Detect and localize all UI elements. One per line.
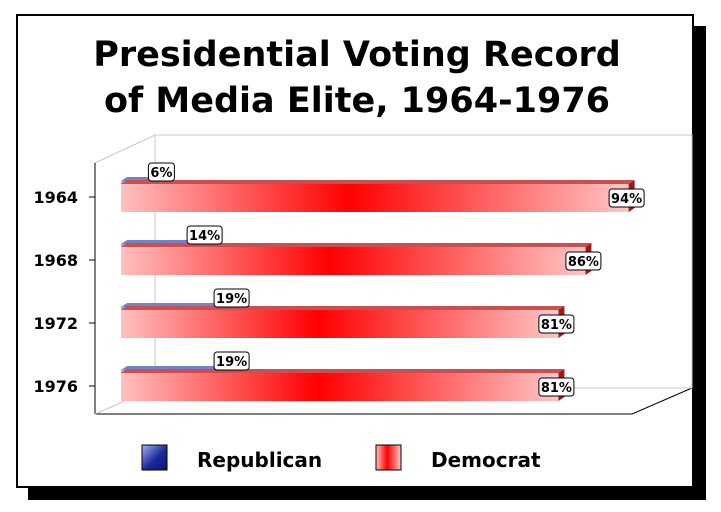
data-label-republican-1968-text: 14% [189, 229, 220, 244]
y-tick-label: 1976 [33, 377, 78, 396]
bar-democrat-1968-top [121, 243, 592, 247]
bar-democrat-1968 [121, 243, 592, 275]
data-label-democrat-1976: 81% [538, 377, 575, 397]
data-label-republican-1964-text: 6% [150, 166, 172, 181]
data-label-democrat-1972: 81% [538, 314, 575, 334]
bar-democrat-1972-top [121, 306, 565, 310]
legend-item-republican: Republican [141, 444, 322, 472]
data-label-democrat-1964-text: 94% [611, 192, 642, 207]
legend-item-democrat: Democrat [375, 444, 541, 472]
data-label-democrat-1976-text: 81% [541, 381, 572, 396]
data-label-republican-1972-box [213, 288, 250, 308]
legend: Republican Democrat [141, 444, 541, 472]
bar-democrat-1976 [121, 369, 565, 401]
bar-democrat-1972-face [121, 310, 559, 338]
data-label-democrat-1964: 94% [608, 188, 645, 208]
legend-label-republican: Republican [197, 448, 322, 472]
bars: 6% 94% 14% 86% 19% 81% 19% 81% [121, 162, 645, 401]
bar-democrat-1976-face [121, 373, 559, 401]
bar-democrat-1968-face [121, 247, 586, 275]
data-label-democrat-1976-box [538, 377, 575, 397]
data-label-republican-1976-box [213, 351, 250, 371]
data-label-republican-1964: 6% [147, 162, 175, 182]
data-label-democrat-1968-text: 86% [568, 255, 599, 270]
chart-title-line-2: of Media Elite, 1964-1976 [104, 81, 610, 121]
y-axis-ticks: 1964 1968 1972 1976 [33, 188, 95, 396]
y-tick-label: 1968 [33, 251, 78, 270]
bar-democrat-1976-top [121, 369, 565, 373]
data-label-democrat-1968: 86% [565, 251, 602, 271]
bar-democrat-1964-face [121, 184, 629, 212]
data-label-democrat-1964-box [608, 188, 645, 208]
data-label-democrat-1968-box [565, 251, 602, 271]
y-tick-label: 1972 [33, 314, 78, 333]
bar-democrat-1964 [121, 180, 635, 212]
data-label-republican-1968-box [186, 225, 223, 245]
data-label-republican-1976-text: 19% [216, 355, 247, 370]
data-label-democrat-1972-box [538, 314, 575, 334]
data-label-democrat-1972-text: 81% [541, 318, 572, 333]
data-label-republican-1968: 14% [186, 225, 223, 245]
data-label-republican-1972-text: 19% [216, 292, 247, 307]
bar-democrat-1972 [121, 306, 565, 338]
legend-swatch-democrat [375, 444, 402, 471]
data-label-republican-1972: 19% [213, 288, 250, 308]
y-tick-label: 1964 [33, 188, 78, 207]
legend-label-democrat: Democrat [431, 448, 541, 472]
chart-title-line-1: Presidential Voting Record [93, 35, 621, 75]
data-label-republican-1976: 19% [213, 351, 250, 371]
data-label-republican-1964-box [147, 162, 175, 182]
bar-democrat-1964-top [121, 180, 635, 184]
chart-title: Presidential Voting Record of Media Elit… [93, 35, 621, 121]
legend-swatch-republican [141, 444, 168, 471]
